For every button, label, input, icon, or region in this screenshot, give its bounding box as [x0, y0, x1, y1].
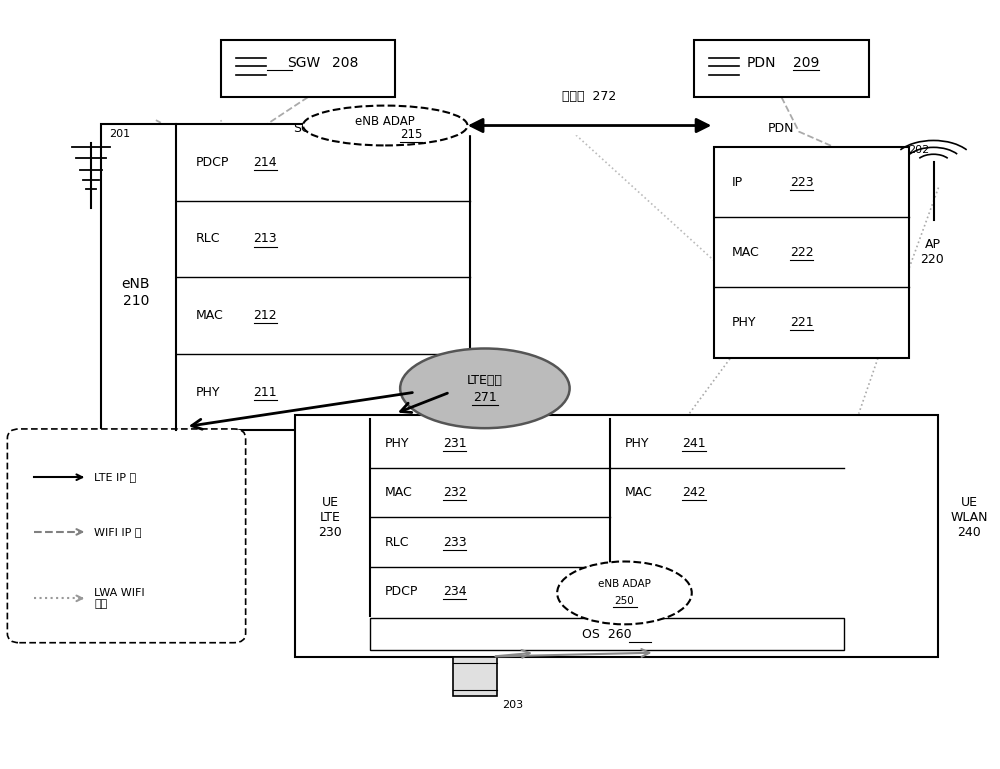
- Text: PHY: PHY: [732, 316, 757, 329]
- Text: 231: 231: [443, 437, 467, 450]
- Text: UE
LTE
230: UE LTE 230: [318, 496, 342, 539]
- Text: 214: 214: [254, 156, 277, 169]
- Text: OS  260: OS 260: [582, 628, 632, 641]
- Text: LTE IP 流: LTE IP 流: [94, 472, 136, 482]
- Text: 213: 213: [254, 232, 277, 245]
- Text: 233: 233: [443, 535, 467, 548]
- Text: 201: 201: [109, 129, 130, 139]
- Text: PDN: PDN: [747, 55, 776, 70]
- FancyBboxPatch shape: [370, 618, 844, 651]
- Text: MAC: MAC: [385, 486, 413, 499]
- Ellipse shape: [303, 105, 467, 145]
- Text: 202: 202: [909, 145, 930, 155]
- Text: 203: 203: [502, 701, 523, 711]
- Text: PHY: PHY: [196, 386, 220, 398]
- Text: 241: 241: [682, 437, 706, 450]
- Text: 以太网  272: 以太网 272: [562, 89, 617, 102]
- FancyBboxPatch shape: [694, 40, 869, 97]
- Text: 242: 242: [682, 486, 706, 499]
- Text: eNB ADAP: eNB ADAP: [355, 115, 415, 128]
- Text: 223: 223: [790, 175, 814, 188]
- Text: SGW: SGW: [287, 55, 320, 70]
- Text: 211: 211: [254, 386, 277, 398]
- Text: SGW: SGW: [293, 122, 323, 135]
- Text: MAC: MAC: [624, 486, 652, 499]
- Text: eNB ADAP: eNB ADAP: [598, 579, 651, 589]
- FancyBboxPatch shape: [714, 147, 909, 358]
- Text: 222: 222: [790, 246, 814, 259]
- Text: PDCP: PDCP: [385, 584, 419, 598]
- Text: UE
WLAN
240: UE WLAN 240: [950, 496, 988, 539]
- Text: PHY: PHY: [624, 437, 649, 450]
- Text: MAC: MAC: [196, 309, 224, 322]
- Text: AP
220: AP 220: [921, 238, 944, 266]
- Text: 234: 234: [443, 584, 467, 598]
- Text: 208: 208: [332, 55, 358, 70]
- Text: 209: 209: [793, 55, 820, 70]
- Text: PHY: PHY: [385, 437, 410, 450]
- Text: 215: 215: [400, 128, 423, 141]
- Text: WIFI IP 流: WIFI IP 流: [94, 527, 142, 537]
- Text: RLC: RLC: [385, 535, 410, 548]
- Text: eNB
210: eNB 210: [122, 278, 150, 308]
- Text: LWA WIFI
链路: LWA WIFI 链路: [94, 588, 145, 609]
- Text: RLC: RLC: [196, 232, 220, 245]
- Text: LTE链路: LTE链路: [467, 375, 503, 387]
- Text: 250: 250: [615, 595, 634, 605]
- Text: MAC: MAC: [732, 246, 760, 259]
- Ellipse shape: [557, 561, 692, 624]
- FancyBboxPatch shape: [295, 415, 938, 657]
- FancyBboxPatch shape: [7, 429, 246, 643]
- FancyBboxPatch shape: [221, 40, 395, 97]
- Text: 271: 271: [473, 391, 497, 404]
- Text: 221: 221: [790, 316, 814, 329]
- Text: 212: 212: [254, 309, 277, 322]
- Text: 232: 232: [443, 486, 467, 499]
- FancyBboxPatch shape: [453, 657, 497, 697]
- Text: IP: IP: [732, 175, 743, 188]
- Ellipse shape: [400, 348, 570, 428]
- Text: PDCP: PDCP: [196, 156, 229, 169]
- Text: PDN: PDN: [768, 122, 795, 135]
- FancyBboxPatch shape: [101, 124, 470, 431]
